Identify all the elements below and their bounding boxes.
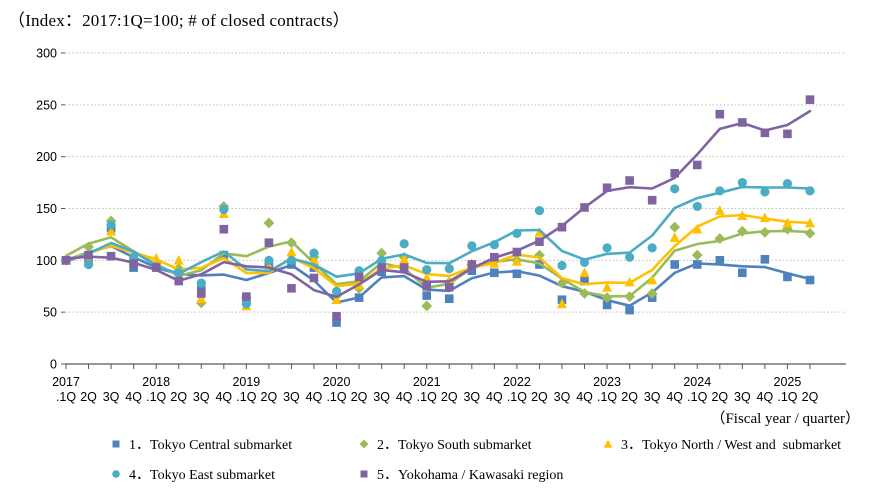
x-year-label: 2023 (593, 375, 621, 389)
x-quarter-label: .1Q (326, 390, 346, 404)
x-quarter-label: 4Q (576, 390, 593, 404)
y-tick-label: 0 (50, 358, 57, 372)
y-tick-labels: 0 50 100 150 200 250 300 (36, 46, 57, 371)
x-quarter-label: 3Q (283, 390, 300, 404)
y-tick-label: 200 (36, 150, 57, 164)
legend-marker-triangle-icon (603, 439, 613, 448)
x-quarter-label: 4Q (125, 390, 142, 404)
trend-line (64, 185, 812, 278)
legend-label: 2．Tokyo South submarket (377, 438, 532, 453)
x-quarter-label: 2Q (531, 390, 548, 404)
legend-item-3: 3．Tokyo North / West and submarket (602, 434, 841, 454)
x-quarter-label: 2Q (351, 390, 368, 404)
x-quarter-label: .1Q (597, 390, 617, 404)
series-4 (61, 177, 815, 309)
x-axis-caption: （Fiscal year / quarter） (710, 411, 860, 427)
x-year-label: 2017 (52, 375, 80, 389)
x-quarter-label: .1Q (417, 390, 437, 404)
series-5 (61, 95, 815, 321)
x-quarter-label: 2Q (621, 390, 638, 404)
x-quarter-label: 3Q (644, 390, 661, 404)
x-year-label: 2018 (142, 375, 170, 389)
series-3 (61, 205, 815, 311)
x-axis: .1Q 2Q 3Q 4Q .1Q 2Q 3Q 4Q .1Q 2Q 3Q 4Q .1Q 2Q 3Q 4Q .1Q 2… (52, 363, 846, 404)
legend-label: 5．Yokohama / Kawasaki region (377, 468, 564, 483)
legend-marker-diamond-icon (359, 439, 369, 449)
x-quarter-label: 2Q (802, 390, 819, 404)
x-quarter-label: 2Q (711, 390, 728, 404)
x-quarter-label: 2Q (170, 390, 187, 404)
y-tick-label: 250 (36, 98, 57, 112)
x-quarter-label: .1Q (507, 390, 527, 404)
x-quarter-label: 2Q (261, 390, 278, 404)
legend-label: 1．Tokyo Central submarket (129, 438, 293, 453)
trend-line (64, 244, 812, 307)
legend-marker-square-icon (360, 470, 368, 478)
series-2 (60, 201, 816, 312)
legend-item-4: 4．Tokyo East submarket (110, 464, 275, 484)
x-quarter-label: .1Q (146, 390, 166, 404)
y-tick-label: 300 (36, 46, 57, 60)
markers (60, 201, 816, 312)
markers (61, 205, 815, 311)
x-year-label: 2025 (774, 375, 802, 389)
x-quarter-label: 3Q (373, 390, 390, 404)
x-year-label: 2021 (413, 375, 441, 389)
legend-marker-square-icon (112, 440, 120, 448)
legend-item-1: 1．Tokyo Central submarket (110, 434, 292, 454)
legend-item-5: 5．Yokohama / Kawasaki region (358, 464, 563, 484)
legend-marker-circle-icon (112, 470, 120, 478)
x-year-label: 2020 (323, 375, 351, 389)
legend-item-2: 2．Tokyo South submarket (358, 434, 532, 454)
x-year-label: 2019 (232, 375, 260, 389)
x-quarter-label: 3Q (734, 390, 751, 404)
x-quarter-label: .1Q (236, 390, 256, 404)
trend-line (64, 229, 812, 298)
x-quarter-label: 4Q (215, 390, 232, 404)
x-year-label: 2022 (503, 375, 531, 389)
x-quarter-label: 3Q (193, 390, 210, 404)
x-quarter-label: 4Q (396, 390, 413, 404)
x-quarter-label: 4Q (666, 390, 683, 404)
legend-label: 4．Tokyo East submarket (129, 468, 275, 483)
x-quarter-label: 2Q (80, 390, 97, 404)
trend-line (64, 109, 812, 299)
markers (61, 95, 815, 321)
y-gridlines (61, 52, 846, 365)
x-quarter-label: 3Q (463, 390, 480, 404)
x-quarter-label: 2Q (441, 390, 458, 404)
y-tick-label: 50 (43, 306, 57, 320)
x-year-label: 2024 (683, 375, 711, 389)
chart-title: （Index：2017:1Q=100; # of closed contract… (8, 11, 350, 30)
x-quarter-label: .1Q (687, 390, 707, 404)
x-quarter-label: 3Q (554, 390, 571, 404)
y-tick-label: 150 (36, 202, 57, 216)
x-quarter-label: 3Q (103, 390, 120, 404)
x-quarter-label: 4Q (757, 390, 774, 404)
x-quarter-label: 4Q (306, 390, 323, 404)
x-quarter-label: .1Q (56, 390, 76, 404)
x-quarter-label: .1Q (777, 390, 797, 404)
y-tick-label: 100 (36, 254, 57, 268)
x-quarter-label: 4Q (486, 390, 503, 404)
legend-label: 3．Tokyo North / West and submarket (621, 438, 842, 453)
